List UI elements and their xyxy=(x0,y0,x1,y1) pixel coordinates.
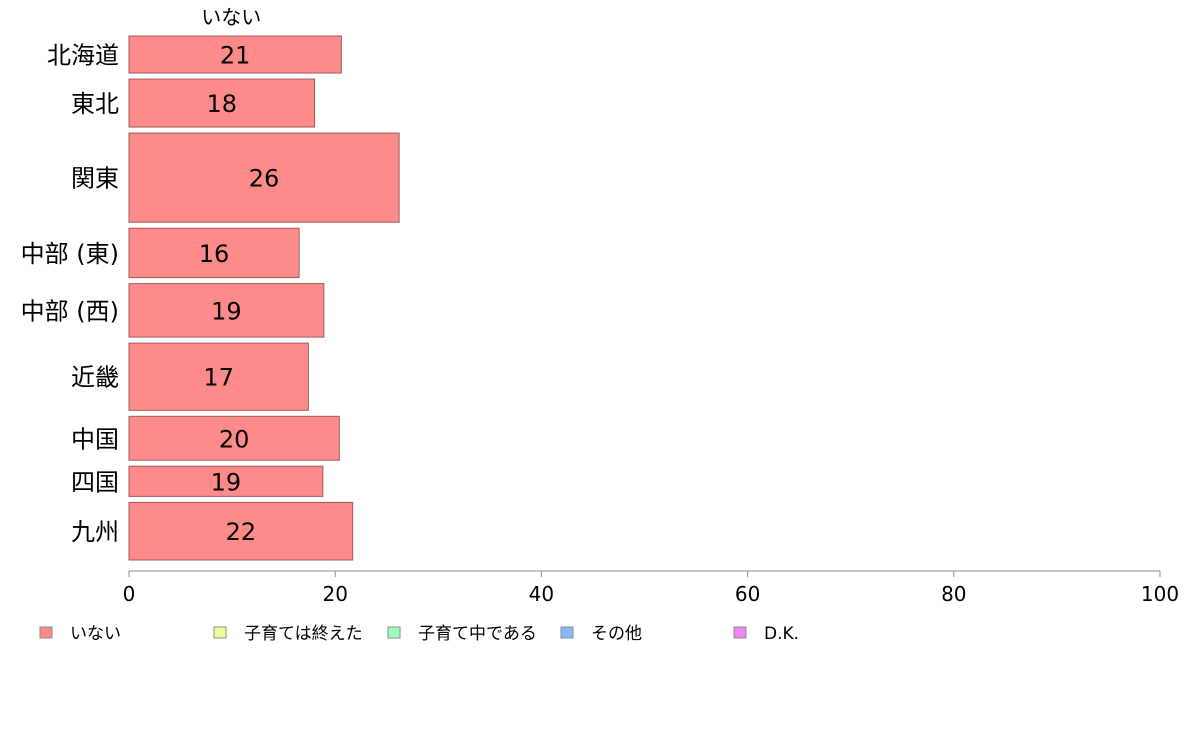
category-label: 中国 xyxy=(71,425,119,453)
x-axis: 0 20 40 60 80 100 xyxy=(123,570,1179,606)
legend-swatch xyxy=(39,626,53,639)
legend-swatch xyxy=(733,626,747,639)
bar-value-label: 18 xyxy=(207,90,238,118)
legend-label: 子育て中である xyxy=(418,624,537,644)
legend-label: 子育ては終えた xyxy=(244,624,363,644)
bar-value-label: 20 xyxy=(219,425,250,453)
bar-segment xyxy=(128,283,325,338)
legend-swatch xyxy=(560,626,574,639)
x-tick-label: 20 xyxy=(322,582,347,606)
bar-value-label: 19 xyxy=(211,468,242,496)
bar-value-label: 21 xyxy=(220,42,251,70)
category-label: 北海道 xyxy=(47,42,119,70)
bar-value-label: 22 xyxy=(226,518,257,546)
bar-segment xyxy=(128,465,324,497)
bar-value-label: 19 xyxy=(211,297,242,325)
x-tick-label: 60 xyxy=(735,582,760,606)
bar-segment xyxy=(128,35,342,74)
category-label: 四国 xyxy=(71,468,119,496)
legend-label: その他 xyxy=(591,624,642,644)
bar-value-label: 17 xyxy=(203,364,234,392)
legend-label: D.K. xyxy=(764,624,799,644)
legend: いない 子育ては終えた 子育て中である その他 D.K. xyxy=(39,624,799,644)
bar-segment xyxy=(128,415,340,461)
bar-segment xyxy=(128,342,309,411)
category-label: 九州 xyxy=(71,518,119,546)
x-tick-label: 40 xyxy=(529,582,554,606)
bars-group: 北海道 21 東北 18 関東 26 中部 (東) 16 中部 (西) 19 近畿 17 中国 20 四国 1… xyxy=(21,35,400,561)
bar-segment xyxy=(128,132,400,223)
bar-segment xyxy=(128,227,300,279)
legend-swatch xyxy=(387,626,401,639)
bar-value-label: 16 xyxy=(199,240,230,268)
category-label: 近畿 xyxy=(71,364,119,392)
category-label: 中部 (西) xyxy=(21,297,119,325)
x-tick-label: 80 xyxy=(941,582,966,606)
bar-segment xyxy=(128,78,316,128)
series-header-label: いない xyxy=(201,5,261,29)
x-tick-label: 100 xyxy=(1141,582,1179,606)
category-label: 関東 xyxy=(71,165,119,193)
bar-segment xyxy=(128,501,354,561)
legend-label: いない xyxy=(70,624,121,644)
x-tick-label: 0 xyxy=(123,582,136,606)
category-label: 中部 (東) xyxy=(21,240,119,268)
legend-swatch xyxy=(213,626,227,639)
bar-value-label: 26 xyxy=(249,165,280,193)
category-label: 東北 xyxy=(71,90,119,118)
